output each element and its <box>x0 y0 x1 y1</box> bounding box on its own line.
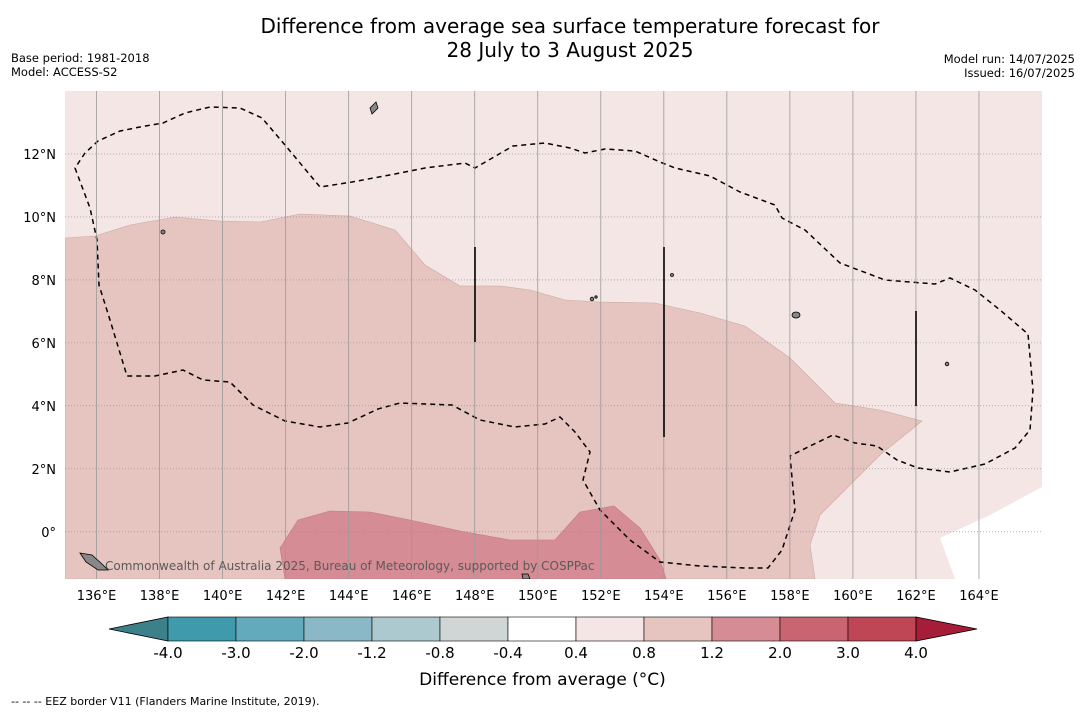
island <box>160 229 166 235</box>
colorbar-tick-label: -0.4 <box>493 644 522 662</box>
lat-tick-label: 8°N <box>32 274 57 289</box>
colorbar-segment <box>235 616 305 642</box>
lon-tick-label: 146°E <box>392 589 432 604</box>
map-title: Difference from average sea surface temp… <box>170 14 970 62</box>
island <box>944 361 950 367</box>
colorbar-segment <box>711 616 781 642</box>
lon-tick-label: 140°E <box>203 589 243 604</box>
colorbar-under-arrow <box>108 616 169 642</box>
colorbar-title: Difference from average (°C) <box>419 670 666 690</box>
base-period: Base period: 1981-2018 <box>11 51 150 65</box>
lon-tick-label: 136°E <box>77 589 117 604</box>
colorbar-segment <box>779 616 849 642</box>
island <box>791 311 801 319</box>
colorbar-segment <box>575 616 645 642</box>
colorbar-segment <box>303 616 373 642</box>
anomaly-0.4-0.8-patch <box>65 91 410 100</box>
colorbar-segment <box>847 616 917 642</box>
colorbar-tick-label: -2.0 <box>289 644 318 662</box>
island <box>589 296 595 302</box>
colorbar-segment <box>371 616 441 642</box>
colorbar-tick-label: -4.0 <box>153 644 182 662</box>
colorbar-segment <box>507 616 577 642</box>
colorbar-over-arrow <box>915 616 978 642</box>
lat-tick-label: 10°N <box>23 211 56 226</box>
lon-tick-label: 152°E <box>581 589 621 604</box>
islands <box>79 101 950 579</box>
title-line-2: 28 July to 3 August 2025 <box>446 38 694 62</box>
lon-tick-label: 158°E <box>770 589 810 604</box>
eez-border <box>74 106 1034 569</box>
colorbar-segment <box>643 616 713 642</box>
issued-date: Issued: 16/07/2025 <box>964 66 1075 80</box>
colorbar-tick-label: 0.8 <box>632 644 656 662</box>
colorbar-segment <box>439 616 509 642</box>
meta-left: Base period: 1981-2018 Model: ACCESS-S2 <box>11 51 150 79</box>
meta-right: Model run: 14/07/2025 Issued: 16/07/2025 <box>944 52 1075 80</box>
island <box>670 273 674 277</box>
colorbar-tick-label: -0.8 <box>425 644 454 662</box>
lon-tick-label: 154°E <box>644 589 684 604</box>
footer-note: -- -- -- EEZ border V11 (Flanders Marine… <box>11 695 320 708</box>
lon-tick-label: 142°E <box>266 589 306 604</box>
lon-tick-label: 162°E <box>896 589 936 604</box>
lat-tick-labels: 12°N 10°N 8°N 6°N 4°N 2°N 0° <box>23 148 56 541</box>
neutral-patch <box>940 487 1042 579</box>
lat-tick-label: 0° <box>41 526 56 541</box>
lon-tick-label: 138°E <box>140 589 180 604</box>
colorbar-tick-label: 2.0 <box>768 644 792 662</box>
colorbar-tick-label: -1.2 <box>357 644 386 662</box>
colorbar: -4.0 -3.0 -2.0 -1.2 -0.8 -0.4 0.4 0.8 1.2 2.0 3.0 4… <box>108 616 978 662</box>
grid-lines <box>65 91 1042 579</box>
lat-tick-label: 12°N <box>23 148 56 163</box>
lon-tick-label: 160°E <box>833 589 873 604</box>
colorbar-tick-label: 0.4 <box>564 644 588 662</box>
lat-tick-label: 4°N <box>32 400 57 415</box>
map-area: Commonwealth of Australia 2025, Bureau o… <box>65 91 1042 579</box>
island <box>594 295 598 299</box>
colorbar-tick-label: 4.0 <box>904 644 928 662</box>
island <box>79 552 109 571</box>
colorbar-segment <box>167 616 237 642</box>
colorbar-tick-label: -3.0 <box>221 644 250 662</box>
lon-tick-label: 164°E <box>959 589 999 604</box>
anomaly-0.8-1.2 <box>65 213 923 579</box>
lat-tick-label: 2°N <box>32 463 57 478</box>
lon-tick-label: 150°E <box>518 589 558 604</box>
colorbar-tick-label: 3.0 <box>836 644 860 662</box>
vertical-bars <box>474 247 917 437</box>
title-line-1: Difference from average sea surface temp… <box>260 14 880 38</box>
lon-tick-labels: 136°E 138°E 140°E 142°E 144°E 146°E 148°E 150°E… <box>77 589 999 604</box>
lat-tick-label: 6°N <box>32 337 57 352</box>
model-run: Model run: 14/07/2025 <box>943 52 1075 66</box>
model-name: Model: ACCESS-S2 <box>11 65 118 79</box>
island <box>369 101 379 115</box>
colorbar-tick-label: 1.2 <box>700 644 724 662</box>
island <box>521 573 531 579</box>
lon-tick-label: 156°E <box>707 589 747 604</box>
lon-tick-label: 144°E <box>329 589 369 604</box>
lon-tick-label: 148°E <box>455 589 495 604</box>
watermark: Commonwealth of Australia 2025, Bureau o… <box>105 559 595 573</box>
